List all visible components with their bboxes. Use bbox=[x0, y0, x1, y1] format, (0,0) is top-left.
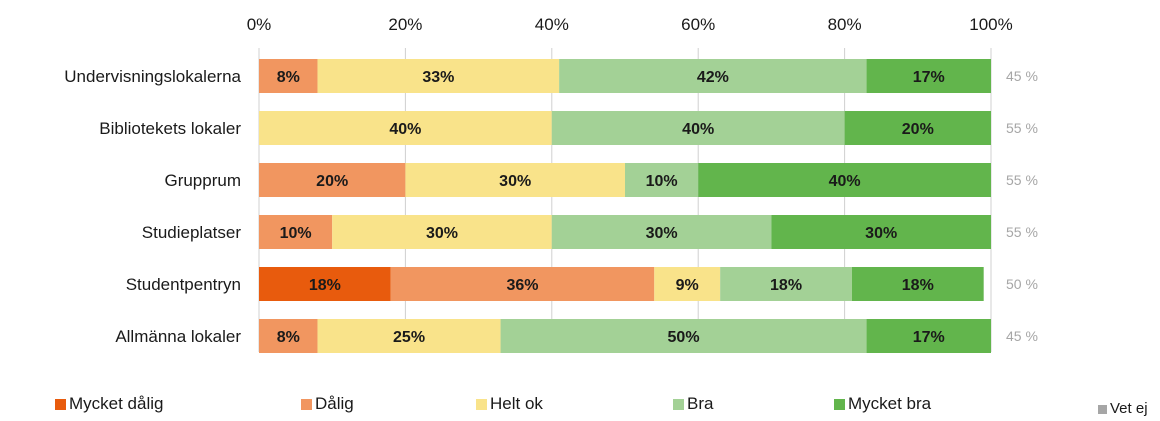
category-label: Allmänna lokaler bbox=[115, 327, 241, 346]
response-rate-label: 55 % bbox=[1006, 120, 1038, 136]
bar-segment bbox=[771, 215, 991, 249]
legend-label: Helt ok bbox=[490, 394, 543, 413]
data-label: 30% bbox=[499, 173, 531, 190]
data-label: 40% bbox=[829, 173, 861, 190]
bar-segment bbox=[551, 111, 845, 145]
legend-label: Dålig bbox=[315, 394, 354, 413]
legend-label: Mycket bra bbox=[848, 394, 932, 413]
bar-segment bbox=[317, 59, 560, 93]
data-label: 30% bbox=[426, 225, 458, 242]
legend-swatch bbox=[476, 399, 487, 410]
response-rate-label: 45 % bbox=[1006, 328, 1038, 344]
category-label: Undervisningslokalerna bbox=[64, 67, 241, 86]
legend-swatch bbox=[673, 399, 684, 410]
category-label: Grupprum bbox=[164, 171, 241, 190]
bar-segment bbox=[259, 267, 391, 301]
data-label: 9% bbox=[676, 277, 699, 294]
bar-segment bbox=[851, 267, 984, 301]
legend-item: Vet ej bbox=[1098, 400, 1148, 417]
bar-segment bbox=[259, 59, 318, 93]
data-label: 17% bbox=[913, 329, 945, 346]
bar-segment bbox=[405, 163, 625, 197]
data-label: 30% bbox=[646, 225, 678, 242]
data-label: 18% bbox=[770, 277, 802, 294]
data-label: 18% bbox=[309, 277, 341, 294]
bar-segment bbox=[259, 111, 552, 145]
category-label: Studentpentryn bbox=[126, 275, 241, 294]
x-tick-label: 20% bbox=[388, 15, 422, 34]
legend-item: Dålig bbox=[301, 394, 354, 413]
data-label: 20% bbox=[316, 173, 348, 190]
data-label: 36% bbox=[507, 277, 539, 294]
category-label: Studieplatser bbox=[142, 223, 242, 242]
data-label: 18% bbox=[902, 277, 934, 294]
data-label: 17% bbox=[913, 69, 945, 86]
legend-label: Bra bbox=[687, 394, 714, 413]
data-label: 8% bbox=[277, 329, 300, 346]
bar-segment bbox=[390, 267, 655, 301]
response-rate-label: 50 % bbox=[1006, 276, 1038, 292]
x-tick-label: 40% bbox=[535, 15, 569, 34]
data-label: 30% bbox=[865, 225, 897, 242]
legend-swatch bbox=[834, 399, 845, 410]
bar-segment bbox=[720, 267, 852, 301]
legend-item: Mycket bra bbox=[834, 394, 932, 413]
x-tick-label: 0% bbox=[247, 15, 272, 34]
x-tick-label: 60% bbox=[681, 15, 715, 34]
data-label: 33% bbox=[422, 69, 454, 86]
legend-item: Mycket dålig bbox=[55, 394, 163, 413]
data-label: 40% bbox=[682, 121, 714, 138]
bar-segment bbox=[866, 319, 991, 353]
bar-segment bbox=[500, 319, 867, 353]
bar-segment bbox=[317, 319, 501, 353]
response-rate-label: 55 % bbox=[1006, 224, 1038, 240]
bar-segment bbox=[654, 267, 721, 301]
response-rate-label: 55 % bbox=[1006, 172, 1038, 188]
data-label: 50% bbox=[668, 329, 700, 346]
bar-segment bbox=[259, 215, 333, 249]
bar-segment bbox=[259, 319, 318, 353]
legend-item: Helt ok bbox=[476, 394, 543, 413]
legend: Mycket dålig Dålig Helt ok Bra Mycket bra Vet… bbox=[55, 394, 1148, 417]
bar-segment bbox=[551, 215, 772, 249]
legend-label: Mycket dålig bbox=[69, 394, 163, 413]
data-label: 10% bbox=[280, 225, 312, 242]
legend-swatch bbox=[1098, 405, 1107, 414]
legend-swatch bbox=[301, 399, 312, 410]
x-tick-label: 80% bbox=[828, 15, 862, 34]
x-axis-ticks: 0% 20% 40% 60% 80% 100% bbox=[247, 15, 1013, 34]
bar-segment bbox=[844, 111, 991, 145]
legend-item: Bra bbox=[673, 394, 714, 413]
data-label: 40% bbox=[389, 121, 421, 138]
x-tick-label: 100% bbox=[969, 15, 1012, 34]
bar-segment bbox=[259, 163, 406, 197]
gridlines bbox=[258, 48, 992, 352]
legend-label: Vet ej bbox=[1110, 400, 1148, 417]
data-label: 10% bbox=[646, 173, 678, 190]
category-labels: Undervisningslokalerna Bibliotekets lokal… bbox=[64, 67, 241, 346]
category-label: Bibliotekets lokaler bbox=[99, 119, 241, 138]
data-label: 8% bbox=[277, 69, 300, 86]
bar-segment bbox=[866, 59, 991, 93]
data-label: 42% bbox=[697, 69, 729, 86]
bar-segment bbox=[559, 59, 867, 93]
response-rate-label: 45 % bbox=[1006, 68, 1038, 84]
bar-segment bbox=[332, 215, 552, 249]
bar-segment bbox=[625, 163, 699, 197]
legend-swatch bbox=[55, 399, 66, 410]
data-label: 25% bbox=[393, 329, 425, 346]
data-label: 20% bbox=[902, 121, 934, 138]
response-rate-labels: 45 % 55 % 55 % 55 % 50 % 45 % bbox=[1006, 68, 1038, 344]
bars: 8% 33% 42% 17% 40% 40% 20% 20% 30% 10% 40% 10% 30% 30… bbox=[259, 59, 991, 353]
bar-segment bbox=[698, 163, 991, 197]
